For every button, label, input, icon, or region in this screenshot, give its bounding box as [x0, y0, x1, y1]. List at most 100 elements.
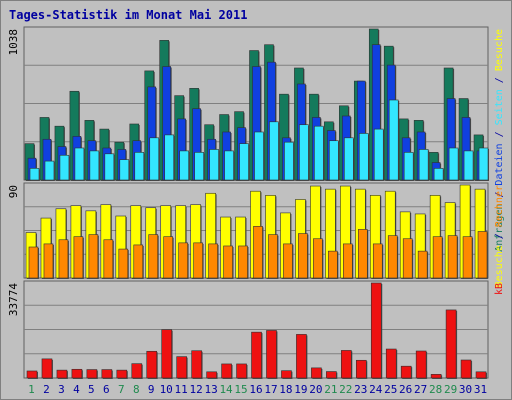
bottom-bar-kb	[296, 334, 307, 379]
middle-bar-rechner	[343, 243, 353, 279]
bottom-bar-kb	[400, 365, 412, 379]
x-tick-label: 2	[43, 383, 50, 396]
middle-bar-rechner	[402, 238, 413, 279]
bottom-bar-kb	[415, 350, 427, 379]
top-bar-seiten	[224, 150, 234, 181]
top-bar-seiten	[284, 141, 294, 181]
bottom-bar-kb	[191, 350, 202, 379]
top-bar-seiten	[89, 150, 100, 181]
middle-bar-rechner	[357, 229, 368, 279]
top-legend-item: /	[494, 71, 505, 89]
middle-bar-rechner	[298, 233, 308, 279]
bottom-bar-kb	[206, 371, 217, 379]
middle-legend: Besuche / Rechner	[494, 185, 505, 287]
x-tick-label: 15	[234, 383, 247, 396]
bottom-bar-kb	[176, 356, 187, 379]
bottom-bar-kb	[355, 359, 367, 379]
middle-bar-rechner	[148, 234, 159, 279]
middle-bar-rechner	[178, 242, 188, 279]
top-legend-item: /	[494, 186, 505, 204]
top-bar-seiten	[448, 147, 459, 181]
top-bar-seiten	[74, 147, 85, 181]
x-tick-label: 11	[175, 383, 188, 396]
bottom-bar-kb	[281, 370, 292, 379]
middle-bar-rechner	[253, 226, 263, 279]
middle-bar-rechner	[223, 245, 233, 279]
middle-bar-rechner	[268, 234, 278, 279]
bottom-bar-kb	[385, 348, 397, 379]
bottom-ymax-label: 33774	[7, 283, 20, 316]
top-bar-seiten	[433, 168, 444, 181]
middle-bar-rechner	[238, 245, 248, 279]
middle-legend-item: /	[494, 227, 505, 245]
bottom-bar-kb	[251, 331, 262, 379]
x-tick-label: 21	[324, 383, 337, 396]
bottom-bar-kb	[236, 363, 247, 379]
bottom-bar-kb	[41, 358, 53, 379]
top-bar-seiten	[314, 125, 324, 181]
top-bar-seiten	[254, 131, 264, 181]
bottom-bar-kb	[341, 350, 352, 379]
x-tick-label: 23	[354, 383, 367, 396]
middle-bar-rechner	[372, 243, 383, 279]
middle-legend-item: Rechner	[494, 185, 505, 227]
middle-bar-rechner	[313, 238, 323, 279]
top-bar-seiten	[344, 137, 354, 181]
top-bar-seiten	[403, 152, 414, 181]
bottom-bar-kb	[56, 369, 68, 379]
x-tick-label: 5	[88, 383, 95, 396]
x-tick-label: 4	[73, 383, 80, 396]
middle-bar-rechner	[417, 250, 428, 279]
middle-bar-rechner	[133, 244, 144, 279]
x-tick-label: 26	[399, 383, 412, 396]
chart-title: Tages-Statistik im Monat Mai 2011	[9, 8, 248, 22]
top-bar-seiten	[269, 121, 279, 181]
bottom-bar-kb	[116, 369, 128, 379]
x-tick-label: 6	[103, 383, 110, 396]
x-tick-label: 22	[339, 383, 352, 396]
top-bar-seiten	[299, 124, 309, 181]
middle-bar-rechner	[163, 236, 174, 279]
middle-bar-rechner	[88, 234, 99, 279]
middle-bar-rechner	[208, 243, 218, 279]
top-bar-seiten	[239, 143, 249, 181]
middle-bar-rechner	[28, 246, 39, 279]
middle-bar-rechner	[387, 235, 398, 279]
top-bar-seiten	[329, 140, 339, 181]
middle-ymax-label: 90	[7, 185, 20, 198]
bottom-bar-kb	[161, 329, 173, 379]
top-bar-seiten	[209, 149, 219, 181]
x-tick-label: 19	[294, 383, 307, 396]
x-tick-label: 28	[429, 383, 442, 396]
bottom-bar-kb	[221, 363, 232, 379]
top-bar-seiten	[59, 154, 70, 181]
x-tick-label: 9	[148, 383, 155, 396]
middle-bar-rechner	[432, 236, 443, 279]
middle-bar-rechner	[58, 239, 69, 279]
top-bar-seiten	[179, 150, 189, 181]
x-tick-label: 8	[133, 383, 140, 396]
bottom-bar-kb	[26, 370, 38, 379]
x-tick-label: 29	[444, 383, 457, 396]
middle-bar-rechner	[477, 231, 488, 279]
top-ymax-label: 1038	[7, 29, 20, 56]
top-bar-seiten	[194, 152, 204, 181]
x-tick-label: 1	[28, 383, 35, 396]
top-bar-seiten	[134, 152, 145, 181]
x-tick-label: 24	[369, 383, 383, 396]
top-bar-seiten	[418, 149, 429, 181]
top-legend: Anfragen / Dateien / Seiten / Besuche	[494, 29, 505, 252]
top-bar-seiten	[164, 134, 175, 181]
top-bar-seiten	[149, 137, 160, 181]
top-bar-seiten	[478, 147, 489, 181]
bottom-bar-kb	[146, 350, 158, 379]
middle-bar-rechner	[328, 250, 338, 279]
bottom-legend: kB	[494, 283, 505, 295]
middle-bar-rechner	[193, 242, 203, 279]
x-tick-label: 30	[459, 383, 472, 396]
top-bar-seiten	[373, 128, 384, 181]
top-bar-seiten	[388, 99, 399, 181]
x-tick-label: 16	[249, 383, 262, 396]
x-tick-label: 17	[264, 383, 277, 396]
